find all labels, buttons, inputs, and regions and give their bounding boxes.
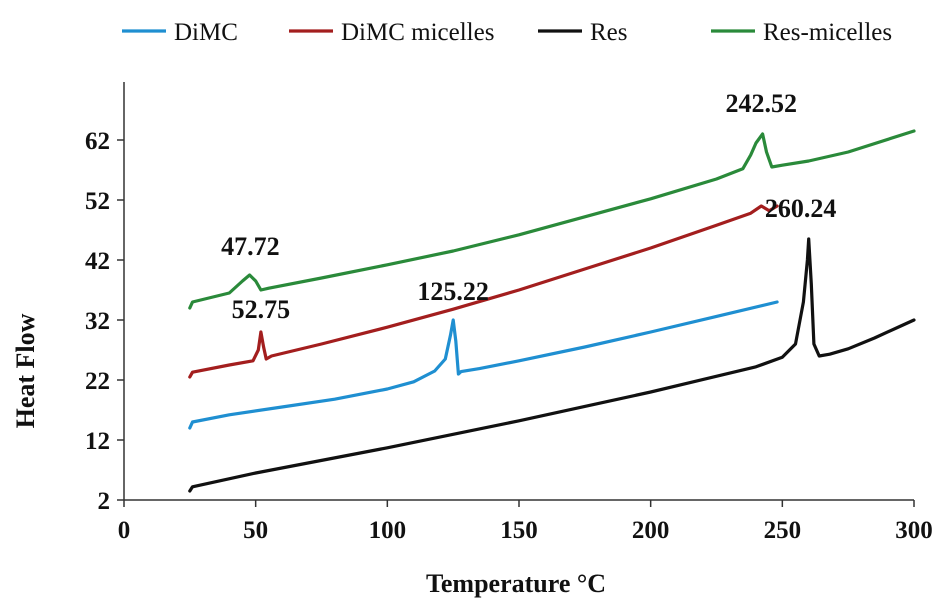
tick-labels: 0 50 100 150 200 250 300 2 12 22 32 42 52 62: [85, 128, 933, 544]
y-tick-label: 52: [85, 188, 110, 215]
series-line-res-micelles: [188, 129, 916, 310]
y-tick-label: 12: [85, 428, 110, 455]
legend-entry: Res: [590, 19, 628, 46]
series-line-dimc-micelles: [188, 204, 779, 379]
x-tick-label: 100: [369, 517, 407, 544]
x-axis-label: Temperature °C: [426, 569, 606, 598]
y-tick-label: 32: [85, 308, 110, 335]
peak-label: 242.52: [726, 89, 798, 118]
legend: DiMC DiMC micelles Res Res-micelles: [122, 19, 892, 46]
legend-entry: Res-micelles: [763, 19, 892, 46]
legend-entry: DiMC micelles: [341, 19, 494, 46]
y-tick-label: 2: [98, 488, 111, 515]
x-tick-label: 250: [764, 517, 802, 544]
peak-label: 125.22: [417, 277, 489, 306]
legend-entry: DiMC: [174, 19, 238, 46]
y-axis-label: Heat Flow: [11, 313, 40, 428]
series-line-res: [188, 237, 916, 493]
peak-annotations: 47.72 52.75 125.22 242.52 260.24: [221, 89, 836, 324]
x-tick-label: 200: [632, 517, 670, 544]
y-tick-label: 42: [85, 248, 110, 275]
series-lines: [188, 129, 916, 493]
x-tick-label: 300: [895, 517, 933, 544]
peak-label: 260.24: [765, 194, 837, 223]
peak-label: 52.75: [232, 295, 291, 324]
y-tick-label: 22: [85, 368, 110, 395]
x-tick-label: 0: [118, 517, 131, 544]
series-line-dimc: [188, 300, 779, 430]
peak-label: 47.72: [221, 232, 280, 261]
x-tick-label: 150: [500, 517, 538, 544]
x-tick-label: 50: [243, 517, 268, 544]
y-tick-label: 62: [85, 128, 110, 155]
